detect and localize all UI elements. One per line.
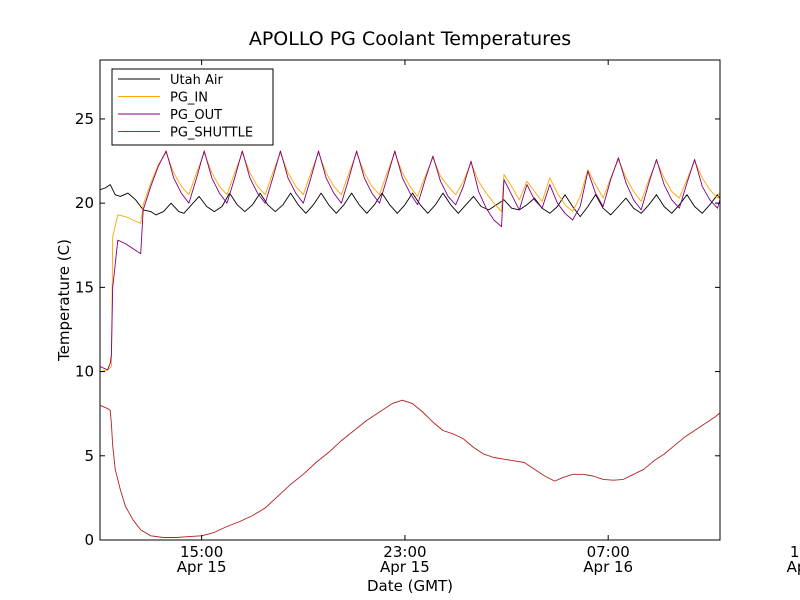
y-axis-label: Temperature (C) — [55, 239, 73, 362]
y-tick-label: 20 — [75, 194, 94, 212]
x-tick-label-time: 15:00 — [180, 543, 223, 561]
legend-label-pg-shuttle: PG_SHUTTLE — [170, 126, 253, 141]
legend-label-utah-air: Utah Air — [170, 73, 223, 88]
series-line-pg-out — [100, 150, 720, 371]
x-axis-label: Date (GMT) — [367, 577, 453, 595]
legend-box — [111, 68, 274, 146]
legend: Utah Air PG_IN PG_OUT PG_SHUTTLE — [111, 68, 274, 146]
legend-label-pg-out: PG_OUT — [170, 108, 222, 123]
legend-label-pg-in: PG_IN — [170, 91, 208, 106]
y-tick-label: 0 — [84, 531, 94, 549]
x-tick-label-time: 07:00 — [587, 543, 630, 561]
y-tick-label: 15 — [75, 278, 94, 296]
x-tick-label-time: 23:00 — [383, 543, 426, 561]
x-tick-label-date: Apr 15 — [380, 558, 430, 576]
plot-frame — [99, 59, 721, 541]
x-tick-label-date: Apr 15 — [177, 558, 227, 576]
x-tick-label-date: Apr 16 — [583, 558, 633, 576]
chart-title: APOLLO PG Coolant Temperatures — [249, 28, 571, 50]
series-line-pg-shuttle — [100, 399, 720, 538]
y-tick-label: 5 — [84, 447, 94, 465]
x-tick-label-time: 15:00 — [790, 543, 800, 561]
y-tick-label: 10 — [75, 363, 94, 381]
series-line-utah-air — [100, 184, 720, 218]
x-tick-label-date: Apr 16 — [787, 558, 800, 576]
series-layer — [100, 150, 720, 538]
y-tick-label: 25 — [75, 110, 94, 128]
